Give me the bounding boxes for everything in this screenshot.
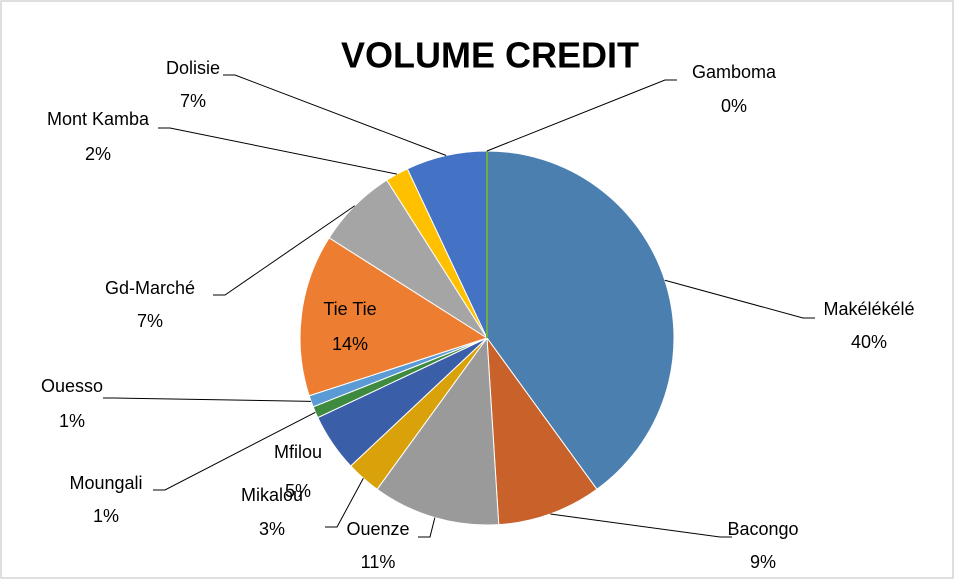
leader-line <box>550 513 732 538</box>
slice-label: Mfilou <box>274 442 322 462</box>
slice-value: 2% <box>85 144 111 164</box>
slice-value: 0% <box>721 96 747 116</box>
slice-value: 1% <box>93 506 119 526</box>
leader-line <box>486 79 677 152</box>
slice-value: 14% <box>332 334 368 354</box>
slice-label: Mikalou <box>241 485 303 505</box>
slice-value: 7% <box>180 91 206 111</box>
leader-line <box>223 74 447 156</box>
slice-label: Tie Tie <box>323 299 376 319</box>
slice-label: Ouesso <box>41 376 103 396</box>
slice-label: Mont Kamba <box>47 109 150 129</box>
slice-label: Gd-Marché <box>105 278 195 298</box>
slice-label: Dolisie <box>166 58 220 78</box>
chart-title: VOLUME CREDIT <box>341 35 639 76</box>
slice-value: 5% <box>285 481 311 501</box>
slice-value: 11% <box>361 552 396 572</box>
leader-line <box>213 205 356 296</box>
slice-value: 9% <box>750 552 776 572</box>
leader-line <box>158 127 398 175</box>
slice-value: 3% <box>259 519 285 539</box>
slice-label: Gamboma <box>692 62 777 82</box>
pie-slice <box>486 150 675 490</box>
leader-line <box>418 517 436 538</box>
pie-slice <box>299 237 489 397</box>
slice-value: 7% <box>137 311 163 331</box>
slice-value: 1% <box>59 411 85 431</box>
leader-line <box>153 411 316 491</box>
slice-label: Ouenze <box>346 519 409 539</box>
leader-line <box>103 397 312 402</box>
slice-value: 40% <box>851 332 887 352</box>
slice-label: Moungali <box>69 473 142 493</box>
leader-line <box>664 279 815 319</box>
slice-label: Makélékélé <box>823 299 914 319</box>
leader-line <box>325 478 364 528</box>
slice-label: Bacongo <box>727 519 798 539</box>
